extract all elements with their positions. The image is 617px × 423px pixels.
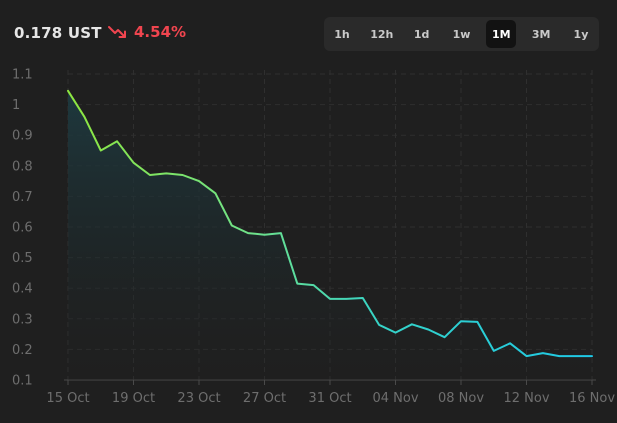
y-tick-label: 0.1 xyxy=(12,374,33,389)
time-range-selector: 1h 12h 1d 1w 1M 3M 1y xyxy=(324,17,599,51)
x-tick-label: 16 Nov xyxy=(569,391,615,406)
series-line xyxy=(67,89,593,358)
y-tick-label: 0.3 xyxy=(12,312,33,327)
y-tick-label: 0.8 xyxy=(12,159,33,174)
price-change: 4.54% xyxy=(108,23,186,41)
trend-down-icon xyxy=(108,25,128,39)
price-change-percent: 4.54% xyxy=(134,23,187,41)
series-area xyxy=(68,90,592,381)
range-button-1h[interactable]: 1h xyxy=(334,27,350,41)
x-tick-label: 23 Oct xyxy=(177,391,220,406)
y-tick-label: 0.7 xyxy=(12,190,33,205)
token-price: 0.178 UST xyxy=(14,24,102,42)
y-tick-label: 0.5 xyxy=(12,251,33,266)
x-tick-label: 08 Nov xyxy=(438,391,484,406)
range-button-12h[interactable]: 12h xyxy=(370,27,394,41)
range-button-1y[interactable]: 1y xyxy=(573,27,589,41)
range-button-1m[interactable]: 1M xyxy=(486,20,517,48)
y-tick-label: 0.6 xyxy=(12,221,33,236)
x-tick-label: 27 Oct xyxy=(243,391,286,406)
x-tick-label: 19 Oct xyxy=(112,391,155,406)
x-tick-label: 04 Nov xyxy=(372,391,418,406)
x-tick-label: 12 Nov xyxy=(503,391,549,406)
range-button-1d[interactable]: 1d xyxy=(413,27,430,41)
y-tick-label: 1 xyxy=(12,98,20,113)
y-tick-label: 1.1 xyxy=(12,68,33,83)
range-button-1w[interactable]: 1w xyxy=(452,27,471,41)
y-tick-label: 0.9 xyxy=(12,129,33,144)
x-tick-label: 31 Oct xyxy=(308,391,351,406)
range-button-3m[interactable]: 3M xyxy=(531,27,551,41)
y-tick-label: 0.2 xyxy=(12,343,33,358)
x-tick-label: 15 Oct xyxy=(46,391,89,406)
y-tick-label: 0.4 xyxy=(12,282,33,297)
